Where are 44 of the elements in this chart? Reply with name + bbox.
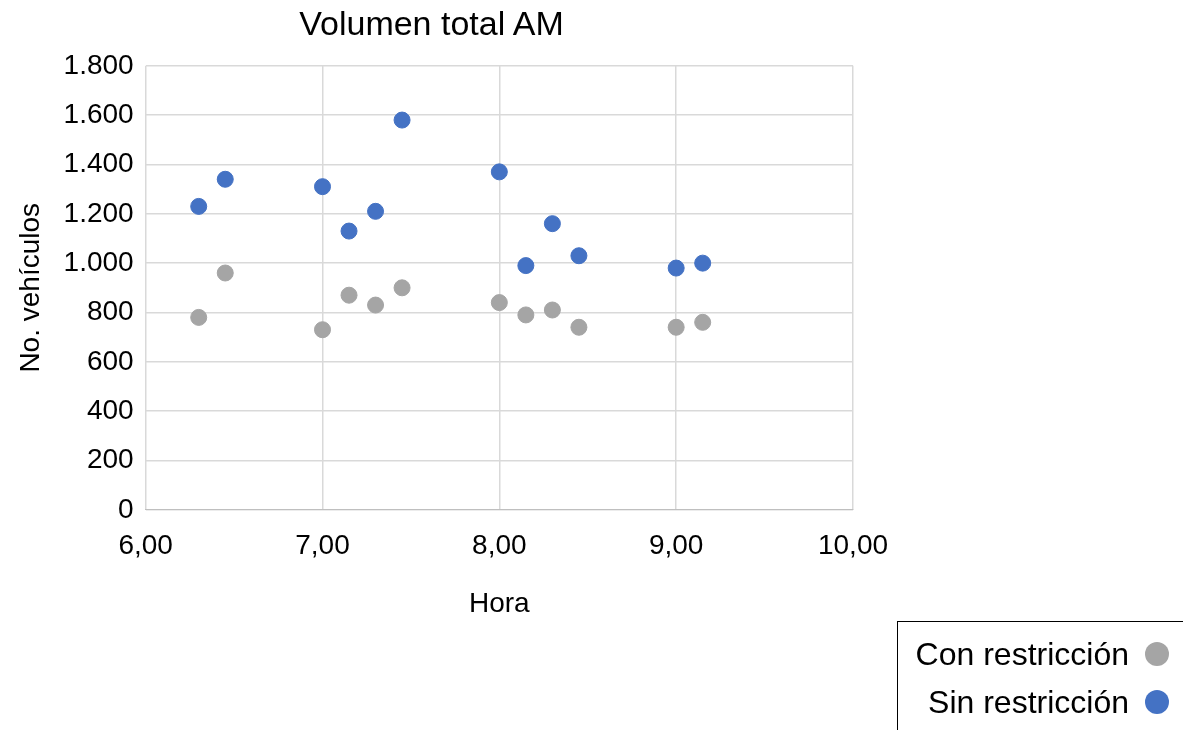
x-tick-label: 8,00 bbox=[472, 529, 527, 561]
y-tick-label: 1.400 bbox=[63, 147, 134, 179]
y-tick-label: 600 bbox=[86, 344, 134, 376]
x-tick-label: 6,00 bbox=[118, 529, 173, 561]
point bbox=[190, 197, 208, 215]
y-tick-label: 1.000 bbox=[63, 245, 134, 277]
y-tick-label: 400 bbox=[86, 393, 134, 425]
point bbox=[367, 202, 385, 220]
y-tick-label: 800 bbox=[86, 295, 134, 327]
point bbox=[190, 308, 208, 326]
point bbox=[543, 301, 561, 319]
point bbox=[543, 215, 561, 233]
point bbox=[694, 313, 712, 331]
point bbox=[393, 279, 411, 297]
y-axis-title: No. vehículos bbox=[13, 202, 45, 373]
x-tick-label: 9,00 bbox=[648, 529, 704, 561]
point bbox=[667, 259, 685, 277]
point bbox=[340, 222, 358, 240]
point bbox=[517, 306, 535, 324]
x-tick-label: 10,00 bbox=[817, 529, 889, 561]
point bbox=[367, 296, 385, 314]
point bbox=[490, 163, 508, 181]
point bbox=[490, 294, 508, 312]
x-tick-label: 7,00 bbox=[295, 529, 350, 561]
y-tick-label: 200 bbox=[86, 443, 134, 475]
y-tick-label: 1.200 bbox=[63, 196, 134, 228]
point bbox=[216, 264, 234, 282]
point bbox=[216, 170, 234, 188]
point bbox=[340, 286, 358, 304]
point bbox=[570, 247, 588, 265]
point bbox=[570, 318, 588, 336]
y-tick-label: 1.600 bbox=[63, 97, 134, 129]
legend-label: Sin restricción bbox=[928, 683, 1129, 721]
point bbox=[314, 321, 331, 339]
chart-title: Volumen total AM bbox=[299, 3, 564, 42]
point bbox=[517, 257, 535, 275]
y-tick-label: 1.800 bbox=[63, 48, 134, 80]
legend-label: Con restricción bbox=[915, 635, 1129, 673]
point bbox=[314, 178, 331, 196]
y-tick-label: 0 bbox=[118, 492, 134, 524]
point bbox=[667, 318, 685, 336]
point bbox=[393, 111, 411, 129]
point bbox=[694, 254, 712, 272]
x-axis-title: Hora bbox=[468, 586, 531, 618]
